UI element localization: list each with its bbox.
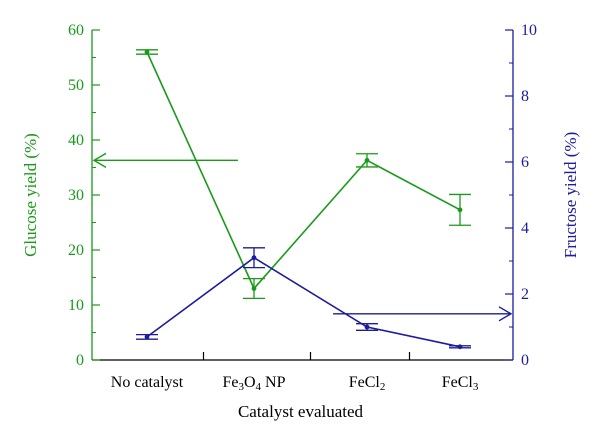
- left-tick-label: 10: [68, 297, 84, 314]
- x-tick-label: FeCl2: [349, 374, 386, 393]
- right-axis-title: Fructose yield (%): [561, 132, 580, 259]
- right-tick-label: 2: [521, 286, 529, 303]
- left-tick-label: 0: [76, 352, 84, 369]
- data-point: [144, 334, 150, 340]
- left-axis-ticks: 0 10 20 30 40 50 60: [68, 22, 100, 369]
- data-point: [144, 49, 150, 55]
- data-point: [251, 286, 257, 291]
- series-line: [146, 256, 461, 348]
- x-axis-title: Catalyst evaluated: [238, 402, 364, 421]
- x-tick-label: Fe3O4 NP: [222, 374, 285, 393]
- data-point: [364, 324, 370, 330]
- data-point: [364, 157, 370, 163]
- arrow-head: [498, 306, 513, 322]
- left-tick-label: 50: [68, 77, 84, 94]
- arrow-head: [92, 152, 107, 168]
- data-point: [251, 255, 257, 261]
- x-tick-label: FeCl3: [442, 374, 479, 393]
- right-tick-label: 0: [521, 352, 529, 369]
- series-fructose: [136, 247, 471, 350]
- right-tick-label: 4: [521, 220, 529, 237]
- left-tick-label: 30: [68, 187, 84, 204]
- series-layer: [136, 49, 471, 350]
- data-point: [457, 207, 463, 213]
- data-point: [457, 344, 463, 350]
- left-tick-label: 40: [68, 132, 84, 149]
- x-tick-label: No catalyst: [111, 374, 184, 391]
- left-axis-arrow: [92, 152, 238, 168]
- right-tick-label: 10: [521, 22, 537, 39]
- left-axis-title: Glucose yield (%): [21, 133, 40, 257]
- right-tick-label: 6: [521, 154, 529, 171]
- x-axis-ticks: No catalyst Fe3O4 NP FeCl2 FeCl3: [111, 352, 479, 393]
- right-axis-arrow: [333, 306, 513, 322]
- left-tick-label: 20: [68, 242, 84, 259]
- right-axis-ticks: 0 2 4 6 8 10: [505, 22, 537, 369]
- annotation-layer: [92, 152, 513, 322]
- right-tick-label: 8: [521, 88, 529, 105]
- series-glucose: [136, 49, 471, 300]
- series-line: [146, 51, 461, 290]
- left-tick-label: 60: [68, 22, 84, 39]
